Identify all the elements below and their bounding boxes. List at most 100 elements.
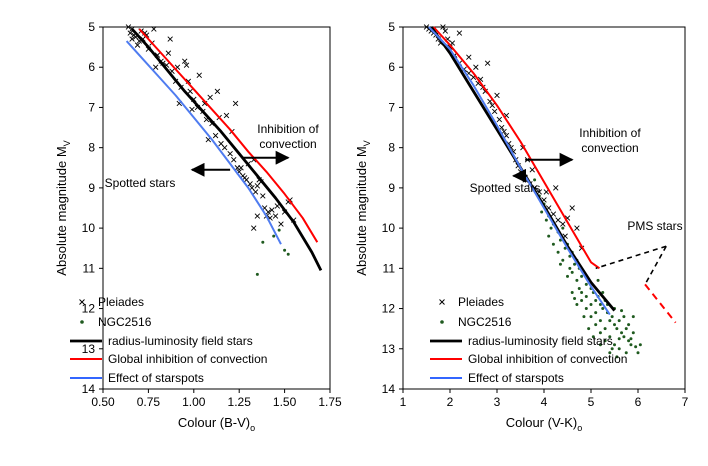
ngc2516-point [594, 299, 598, 303]
cross-stroke [269, 207, 275, 213]
pleiades-point [129, 36, 135, 42]
pleiades-point [473, 64, 479, 70]
cross-stroke [252, 189, 259, 195]
y-tick-label: 10 [382, 221, 396, 235]
cross-stroke [260, 193, 266, 199]
pms-label: PMS stars [627, 219, 682, 233]
cross-stroke [189, 106, 195, 113]
ngc2516-point [549, 226, 553, 230]
pleiades-point [466, 54, 472, 60]
cross-stroke [223, 112, 230, 119]
y-tick-label: 7 [388, 100, 395, 114]
global-inhibition-of-convection-line [432, 26, 601, 270]
cross-stroke [494, 92, 500, 99]
ngc2516-point [584, 294, 588, 298]
cross-stroke [553, 185, 559, 191]
cross-stroke [167, 36, 173, 42]
legend-symbol [440, 320, 444, 324]
y-tick-label: 13 [82, 342, 96, 356]
y-tick-label: 13 [382, 342, 396, 356]
x-tick-label: 3 [494, 395, 501, 409]
legend-label: radius-luminosity field stars [108, 334, 253, 348]
cross-stroke [187, 88, 193, 95]
ngc2516-point [573, 262, 577, 266]
cross-stroke [243, 177, 250, 183]
cross-stroke [529, 167, 535, 173]
y-tick-label: 14 [82, 382, 96, 396]
plot-area [102, 26, 331, 390]
pleiades-point [269, 207, 275, 213]
cross-stroke [254, 213, 261, 219]
ngc2516-point [594, 323, 598, 327]
y-tick-label: 8 [388, 141, 395, 155]
ngc2516-point [580, 299, 584, 303]
ngc2516-point [636, 351, 640, 355]
ngc2516-point [627, 339, 631, 343]
ngc2516-point [627, 323, 631, 327]
ngc2516-point [610, 347, 614, 351]
y-tick-label: 6 [388, 60, 395, 74]
ngc2516-point [620, 309, 624, 313]
pleiades-point [238, 165, 244, 171]
effect-of-starspots-line [125, 40, 282, 245]
cross-stroke [196, 72, 202, 78]
ngc2516-point [566, 274, 569, 278]
x-axis-title: Colour (B-V)o [178, 415, 255, 433]
legend-symbol [79, 299, 85, 305]
global-inhibition-of-convection-line [138, 28, 319, 243]
legend-label: NGC2516 [98, 315, 152, 329]
ngc2516-point [617, 337, 621, 341]
legend-label: NGC2516 [458, 315, 512, 329]
pleiades-point [491, 108, 498, 115]
ngc2516-point [598, 331, 602, 335]
legend-cross [439, 299, 445, 305]
ngc2516-point [255, 272, 259, 276]
cross-stroke [578, 245, 585, 251]
cross-stroke [456, 30, 463, 36]
ngc2516-point [556, 250, 560, 254]
pleiades-point [560, 221, 566, 227]
ngc2516-point [587, 327, 591, 331]
pleiades-point [555, 217, 561, 223]
pleiades-point [165, 50, 172, 56]
x-tick-label: 2 [447, 395, 454, 409]
y-axis-title: Absolute magnitude MV [54, 140, 72, 275]
cross-stroke [520, 144, 526, 151]
pleiades-point [187, 88, 193, 95]
cross-stroke [165, 50, 172, 56]
ngc2516-point [584, 282, 588, 286]
pleiades-point [489, 102, 496, 109]
pleiades-point [251, 225, 257, 231]
pleiades-point [127, 30, 133, 36]
cross-stroke [487, 98, 493, 105]
ngc2516-point [568, 266, 572, 270]
pleiades-point [553, 185, 559, 191]
ngc2516-point [570, 290, 574, 294]
ngc2516-point [591, 335, 595, 339]
cross-stroke [125, 24, 132, 30]
inhibition-label: convection [581, 141, 638, 155]
ngc2516-point [596, 278, 600, 282]
legend-cross [79, 299, 85, 305]
cross-stroke [151, 26, 157, 32]
pleiades-point [231, 157, 237, 163]
ngc2516-point [615, 327, 619, 331]
cross-stroke [503, 132, 510, 139]
y-tick-label: 9 [388, 181, 395, 195]
ngc2516-point [561, 258, 565, 262]
ngc2516-point [620, 331, 624, 335]
pleiades-point [152, 64, 159, 70]
ngc2516-point [631, 331, 635, 335]
x-tick-label: 0.50 [91, 395, 115, 409]
ngc2516-point [575, 303, 579, 307]
pleiades-point [265, 209, 271, 215]
ngc2516-point [617, 347, 621, 351]
ngc2516-point [608, 351, 612, 355]
y-tick-label: 11 [383, 261, 396, 275]
cross-stroke [183, 62, 190, 68]
cross-stroke [501, 128, 507, 135]
cross-stroke [550, 211, 557, 217]
y-tick-label: 5 [88, 20, 95, 34]
cross-stroke [484, 60, 491, 66]
